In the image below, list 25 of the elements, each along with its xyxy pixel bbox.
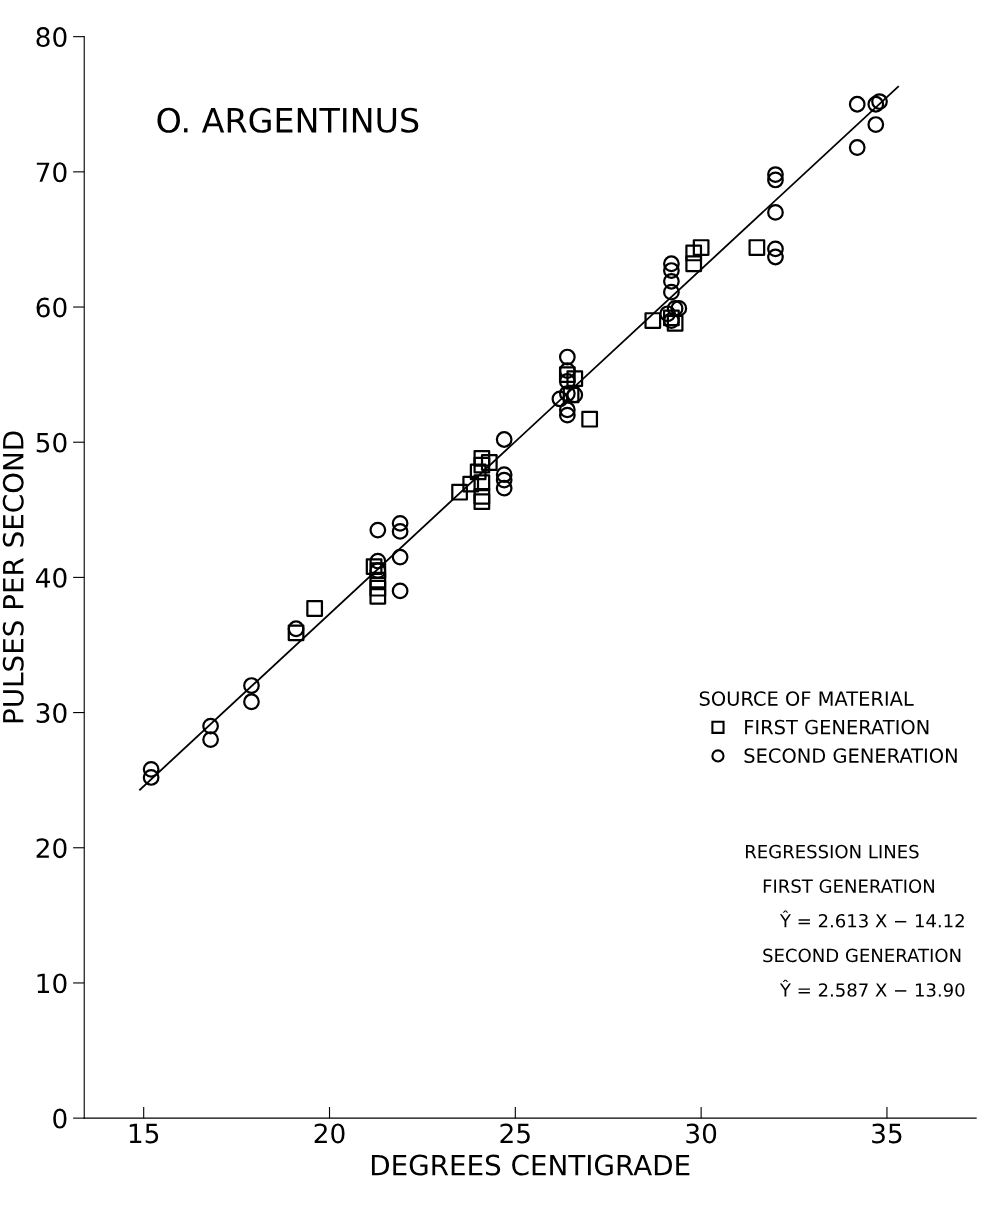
y-tick-label: 70 [36, 162, 67, 183]
x-tick-label: 30 [686, 1123, 717, 1144]
legend-label: FIRST GENERATION [745, 719, 929, 735]
y-axis-title: PULSES PER SECOND [2, 431, 24, 723]
x-tick-label: 15 [129, 1123, 159, 1144]
annotation: FIRST GENERATION [763, 879, 934, 894]
y-tick-label: 10 [37, 973, 67, 994]
x-tick-label: 20 [314, 1123, 345, 1144]
x-tick-label: 35 [872, 1123, 902, 1144]
text: O. ARGENTINUS [157, 107, 419, 133]
annotation: Ŷ = 2.587 X − 13.90 [779, 979, 965, 997]
annotation: REGRESSION LINES [746, 844, 919, 859]
x-axis-title: DEGREES CENTIGRADE [371, 1154, 690, 1176]
y-tick-label: 30 [36, 703, 67, 723]
legend-label: SECOND GENERATION [744, 748, 957, 763]
y-tick-label: 80 [36, 27, 67, 48]
y-tick-label: 40 [35, 567, 67, 588]
annotation: Ŷ = 2.613 X − 14.12 [779, 910, 964, 928]
x-tick-label: 25 [500, 1123, 530, 1144]
annotation: SECOND GENERATION [763, 948, 961, 963]
y-tick-label: 20 [36, 838, 67, 859]
y-tick-label: 0 [53, 1108, 67, 1129]
y-tick-label: 60 [36, 297, 67, 318]
legend-title: SOURCE OF MATERIAL [699, 691, 914, 706]
y-tick-label: 50 [36, 432, 67, 453]
